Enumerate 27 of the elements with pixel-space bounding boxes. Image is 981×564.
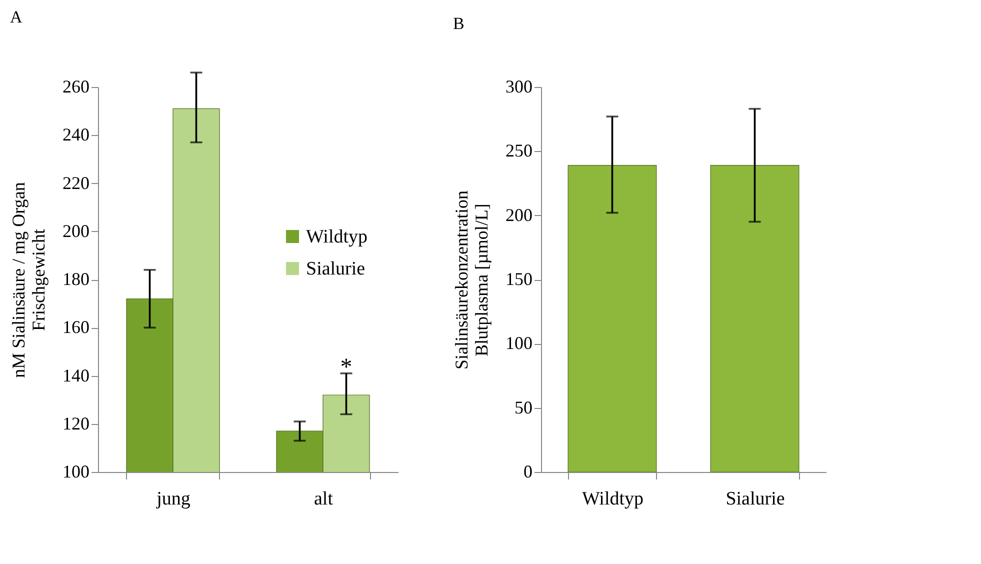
y-tick-label: 120 bbox=[62, 413, 90, 434]
x-tick-label: alt bbox=[314, 488, 334, 510]
y-tick-label: 50 bbox=[514, 397, 532, 418]
chart-title: A bbox=[10, 8, 23, 27]
x-tick-label: Sialurie bbox=[726, 488, 785, 510]
y-tick-label: 200 bbox=[62, 220, 90, 241]
y-tick-label: 240 bbox=[62, 124, 90, 145]
y-tick-label: 0 bbox=[524, 462, 532, 482]
legend-label: Wildtyp bbox=[306, 226, 368, 248]
legend-label: Sialurie bbox=[306, 258, 366, 280]
y-tick-label: 200 bbox=[506, 204, 532, 225]
y-axis-title: nM Sialinsäure / mg Organ Frischgewicht bbox=[8, 182, 48, 378]
x-tick-label: jung bbox=[156, 488, 191, 510]
y-tick-label: 140 bbox=[62, 365, 90, 386]
y-tick-label: 220 bbox=[62, 172, 90, 193]
annotation: * bbox=[340, 354, 352, 380]
chart-title: B bbox=[453, 14, 464, 33]
y-tick-label: 300 bbox=[506, 76, 532, 96]
y-tick-label: 100 bbox=[506, 333, 532, 354]
x-tick-label: Wildtyp bbox=[582, 488, 644, 510]
y-tick-label: 250 bbox=[506, 140, 532, 161]
y-tick-label: 180 bbox=[62, 269, 90, 289]
y-tick-label: 100 bbox=[62, 462, 90, 482]
y-tick-label: 160 bbox=[62, 317, 90, 338]
y-axis-title: Sialinsäurekonzentration Blutplasma [µmol/L] bbox=[452, 190, 492, 370]
y-tick-label: 150 bbox=[506, 269, 532, 289]
y-tick-label: 260 bbox=[62, 76, 90, 96]
